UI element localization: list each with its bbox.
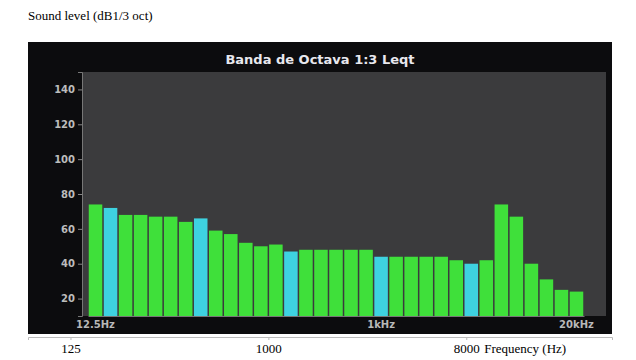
- band-axis: 12.5Hz 1kHz 20kHz: [76, 317, 594, 331]
- band-label: 1kHz: [367, 319, 395, 330]
- bar: [134, 215, 148, 316]
- bar: [209, 231, 223, 316]
- bar: [149, 217, 163, 316]
- band-label: 12.5Hz: [76, 319, 115, 330]
- y-axis-line: [78, 73, 83, 317]
- y-tick-label: 20: [61, 293, 75, 304]
- y-tick: 120: [54, 119, 82, 130]
- x-tick-label: 8000: [454, 341, 480, 356]
- bar: [525, 264, 539, 316]
- bar: [269, 245, 283, 316]
- x-axis-title: Frequency (Hz): [484, 341, 566, 356]
- y-tick-mark: [78, 89, 82, 90]
- chart: 20 40 60 80 100 120 140 12.5Hz 1kHz 20kHz Banda de…: [0, 0, 636, 360]
- y-tick-label: 100: [54, 154, 75, 165]
- bar: [449, 260, 463, 316]
- y-tick-label: 60: [61, 224, 75, 235]
- bar: [179, 222, 193, 316]
- x-axis-line: [29, 338, 613, 341]
- bars: [89, 204, 583, 316]
- band-tick: 20kHz: [559, 319, 594, 330]
- x-tick-mark: [466, 337, 467, 340]
- plot-area: [82, 72, 606, 316]
- x-tick: 8000: [454, 337, 480, 356]
- bar: [555, 290, 569, 316]
- bar: [389, 257, 403, 316]
- bar: [314, 250, 328, 316]
- bar: [239, 243, 253, 316]
- title: Banda de Octava 1:3 Leqt: [225, 52, 414, 67]
- band-tick: 12.5Hz: [76, 319, 115, 330]
- x-axis: 125 1000 8000: [29, 337, 613, 356]
- bar: [164, 217, 178, 316]
- bar: [344, 250, 358, 316]
- screen-frame: [28, 42, 612, 334]
- y-tick-mark: [78, 124, 82, 125]
- bar: [570, 292, 584, 316]
- y-tick-mark: [78, 264, 82, 265]
- band-axis-line: [89, 316, 585, 317]
- y-tick-mark: [78, 194, 82, 195]
- bar: [329, 250, 343, 316]
- y-tick-mark: [78, 229, 82, 230]
- bar: [480, 260, 494, 316]
- bar: [495, 204, 509, 316]
- x-tick-mark: [70, 337, 71, 340]
- bar: [359, 250, 373, 316]
- y-tick: 20: [61, 293, 82, 304]
- x-tick: 125: [61, 337, 81, 356]
- y-tick-label: 40: [61, 258, 75, 269]
- bar: [254, 246, 268, 316]
- band-tick: 1kHz: [367, 319, 395, 330]
- bar: [510, 217, 524, 316]
- y-tick-label: 140: [54, 84, 75, 95]
- y-tick: 100: [54, 154, 82, 165]
- bar: [374, 257, 388, 316]
- bar: [104, 208, 118, 316]
- x-tick-mark: [268, 337, 269, 340]
- bar: [540, 279, 554, 316]
- bar: [89, 204, 103, 316]
- y-axis-title: Sound level (dB1/3 oct): [28, 8, 153, 23]
- y-axis: 20 40 60 80 100 120 140: [54, 73, 82, 317]
- y-tick-label: 80: [61, 189, 75, 200]
- bar: [404, 257, 418, 316]
- x-tick-label: 1000: [256, 341, 282, 356]
- bar: [419, 257, 433, 316]
- bar: [434, 257, 448, 316]
- bar: [224, 234, 238, 316]
- y-tick: 80: [61, 189, 82, 200]
- y-tick: 60: [61, 224, 82, 235]
- y-tick: 140: [54, 84, 82, 95]
- bar: [194, 218, 208, 316]
- bar: [119, 215, 133, 316]
- bar: [299, 250, 313, 316]
- bar: [465, 264, 479, 316]
- y-tick-mark: [78, 159, 82, 160]
- x-tick-label: 125: [61, 341, 81, 356]
- y-tick-mark: [78, 299, 82, 300]
- y-tick-label: 120: [54, 119, 75, 130]
- band-label: 20kHz: [559, 319, 594, 330]
- bar: [284, 252, 298, 316]
- x-tick: 1000: [256, 337, 282, 356]
- y-tick: 40: [61, 258, 82, 269]
